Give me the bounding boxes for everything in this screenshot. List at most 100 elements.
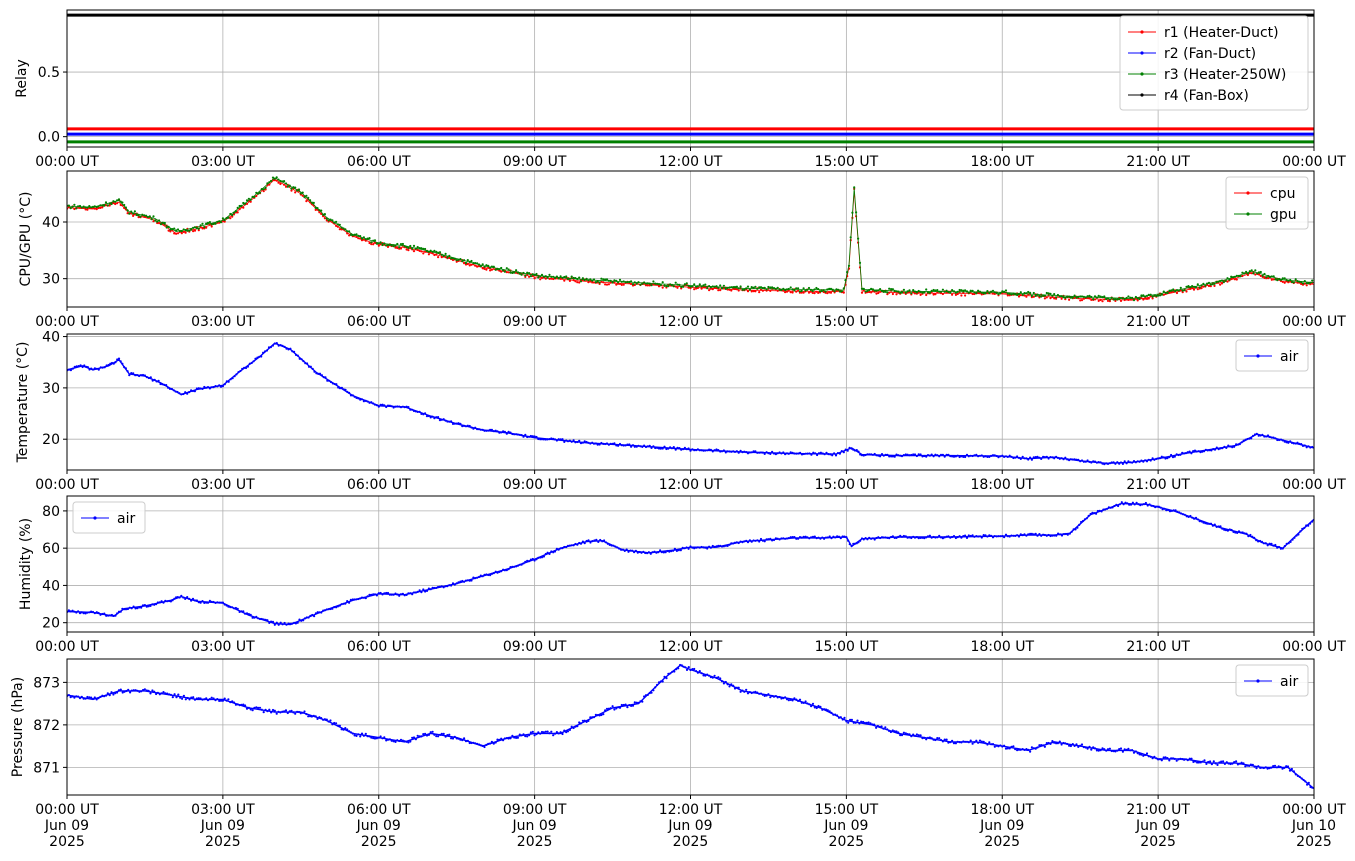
data-point xyxy=(941,288,945,291)
data-point xyxy=(771,450,774,453)
data-point xyxy=(157,379,160,382)
data-point xyxy=(910,292,913,295)
data-point xyxy=(1145,460,1149,463)
data-point xyxy=(1152,505,1155,508)
data-point xyxy=(925,455,928,458)
data-point xyxy=(1224,529,1228,532)
data-point xyxy=(932,738,935,741)
data-point xyxy=(836,452,840,455)
data-point xyxy=(277,344,280,347)
data-point xyxy=(108,204,111,207)
data-point xyxy=(195,387,198,390)
data-point xyxy=(326,379,329,382)
data-point xyxy=(574,280,577,283)
data-point xyxy=(871,723,874,726)
data-point xyxy=(737,541,740,545)
data-point xyxy=(687,447,690,450)
data-point xyxy=(923,454,926,458)
data-point xyxy=(789,286,792,289)
data-point xyxy=(257,192,260,195)
data-point xyxy=(1006,292,1009,295)
data-point xyxy=(90,206,93,209)
data-point xyxy=(210,386,213,389)
data-point xyxy=(307,715,310,718)
data-point xyxy=(477,263,481,266)
data-point xyxy=(539,275,542,278)
data-point xyxy=(132,214,135,217)
data-point xyxy=(952,455,956,458)
data-point xyxy=(150,218,153,221)
data-point xyxy=(108,202,111,205)
data-point xyxy=(971,534,974,537)
data-point xyxy=(1106,299,1110,302)
data-point xyxy=(1274,278,1277,281)
data-point xyxy=(69,207,72,210)
x-tick-label: 06:00 UT xyxy=(347,477,411,493)
data-point xyxy=(939,738,943,742)
data-point xyxy=(303,710,306,713)
data-point xyxy=(925,293,928,297)
data-point xyxy=(1027,290,1030,294)
data-point xyxy=(784,537,787,540)
data-point xyxy=(842,451,845,454)
data-point xyxy=(1283,281,1286,284)
data-point xyxy=(647,551,651,554)
data-point xyxy=(958,288,961,292)
data-point xyxy=(420,735,423,738)
data-point xyxy=(609,279,612,282)
data-point xyxy=(357,237,360,240)
data-point xyxy=(264,188,267,191)
data-point xyxy=(1045,534,1048,537)
data-point xyxy=(704,449,707,452)
data-point xyxy=(581,277,585,280)
data-point xyxy=(821,708,824,711)
data-point xyxy=(830,537,833,540)
data-point xyxy=(862,287,865,290)
data-point xyxy=(238,204,241,208)
data-point xyxy=(1278,438,1281,442)
data-point xyxy=(1287,441,1290,444)
series-markers-air xyxy=(67,663,1314,789)
data-point xyxy=(214,601,217,605)
data-point xyxy=(884,536,887,539)
data-point xyxy=(366,400,369,403)
data-point xyxy=(750,286,753,289)
data-point xyxy=(1235,443,1238,446)
data-point xyxy=(774,287,778,290)
data-point xyxy=(184,597,187,601)
data-point xyxy=(581,719,585,722)
data-point xyxy=(77,610,80,613)
data-point xyxy=(258,191,262,194)
data-point xyxy=(1043,745,1046,748)
data-point xyxy=(807,286,811,290)
data-point xyxy=(503,430,506,433)
data-point xyxy=(772,287,776,290)
data-point xyxy=(418,410,421,413)
data-point xyxy=(477,265,481,268)
data-point xyxy=(162,601,165,604)
data-point xyxy=(657,681,661,684)
data-point xyxy=(550,437,553,440)
data-point xyxy=(1213,284,1216,287)
data-point xyxy=(531,557,534,561)
data-point xyxy=(695,670,698,673)
data-point xyxy=(496,738,499,741)
data-point xyxy=(368,237,371,240)
data-point xyxy=(629,549,632,552)
data-point xyxy=(305,713,308,716)
legend-marker xyxy=(1256,679,1260,683)
data-point xyxy=(1010,745,1013,748)
data-point xyxy=(936,454,939,457)
data-point xyxy=(258,617,262,621)
data-point xyxy=(1235,760,1238,763)
data-point xyxy=(776,289,779,292)
data-point xyxy=(529,731,533,734)
data-point xyxy=(711,285,714,288)
data-point xyxy=(1204,284,1207,287)
data-point xyxy=(1265,435,1268,438)
data-point xyxy=(483,429,486,432)
data-point xyxy=(1017,535,1021,538)
data-point xyxy=(624,703,627,706)
x-tick-label: 18:00 UT xyxy=(970,639,1034,655)
data-point xyxy=(1004,533,1008,536)
